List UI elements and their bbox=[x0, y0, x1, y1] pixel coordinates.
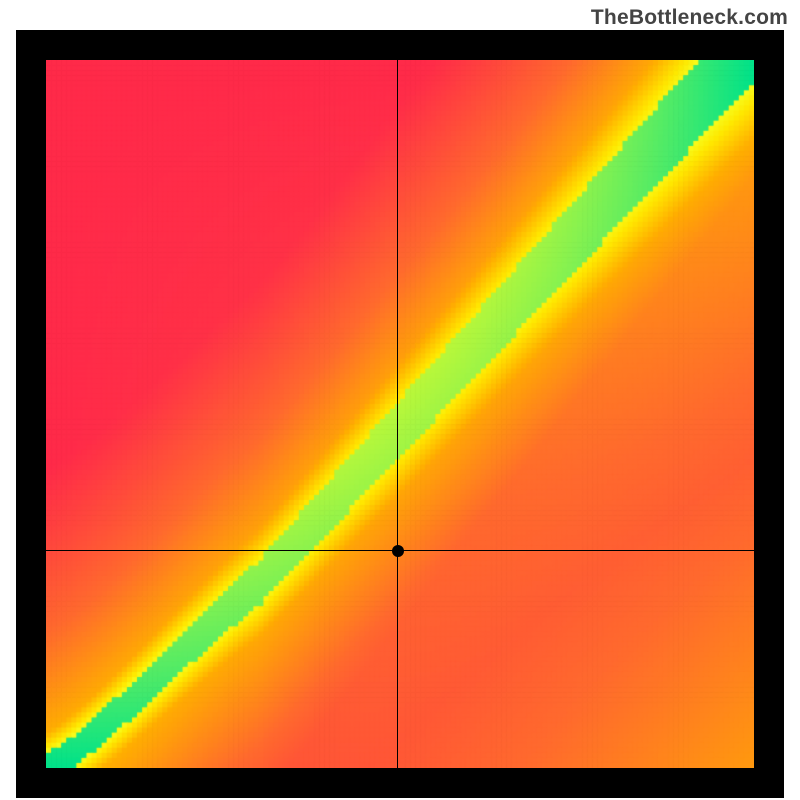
heatmap-canvas bbox=[46, 60, 754, 768]
marker-dot bbox=[392, 545, 404, 557]
crosshair-vertical bbox=[397, 60, 398, 768]
attribution-text: TheBottleneck.com bbox=[591, 6, 788, 30]
chart-container: TheBottleneck.com bbox=[0, 0, 800, 800]
heatmap-plot-area bbox=[46, 60, 754, 768]
